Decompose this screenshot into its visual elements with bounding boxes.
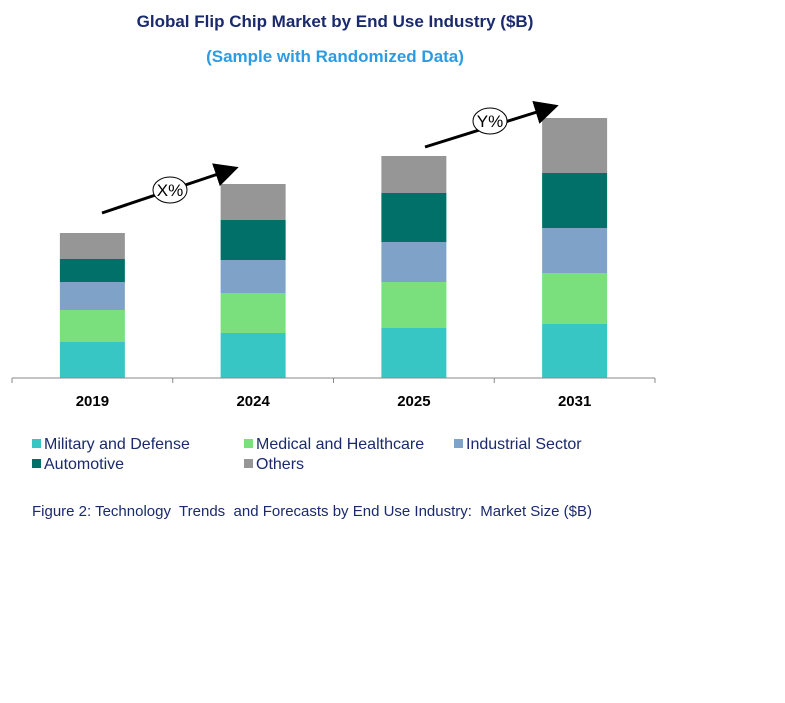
bar-segment-2031-1 [542,273,608,324]
legend-swatch [244,439,253,448]
bar-segment-2019-0 [59,342,125,378]
legend-label: Medical and Healthcare [256,436,425,453]
legend-item: Medical and Healthcare [244,436,424,454]
bar-segment-2025-4 [381,156,447,193]
legend-item: Military and Defense [32,436,190,454]
bar-segment-2025-1 [381,282,447,328]
bar-segment-2024-4 [220,184,286,220]
growth-label: X% [157,181,183,200]
bar-segment-2019-1 [59,310,125,342]
bar-segment-2031-2 [542,228,608,273]
bar-segment-2031-0 [542,324,608,378]
bar-segment-2019-3 [59,259,125,282]
growth-label: Y% [477,112,503,131]
legend-item: Industrial Sector [454,436,582,454]
legend-label: Automotive [44,456,125,473]
legend-swatch [32,439,41,448]
legend-item: Others [244,456,304,474]
legend-item: Automotive [32,456,124,474]
x-tick-label: 2031 [558,393,591,410]
legend-swatch [32,459,41,468]
growth-label-bubble [472,107,508,135]
legend-label: Industrial Sector [466,436,582,453]
figure-caption: Figure 2: Technology Trends and Forecast… [32,503,592,520]
legend-label: Others [256,456,305,473]
bar-segment-2031-4 [542,118,608,173]
bar-segment-2025-2 [381,242,447,282]
bar-segment-2019-2 [59,282,125,310]
legend-swatch [454,439,463,448]
legend-swatch [244,459,253,468]
bar-segment-2024-3 [220,220,286,260]
bar-segment-2024-1 [220,293,286,333]
growth-label-bubble [152,176,188,204]
x-tick-label: 2025 [397,393,430,410]
x-tick-label: 2019 [76,393,109,410]
stacked-bar-chart: 2019 2024 2025 2031 X% Y% [11,100,656,410]
bar-segment-2025-0 [381,328,447,378]
bar-segment-2025-3 [381,193,447,242]
chart-title: Global Flip Chip Market by End Use Indus… [136,12,534,31]
bar-segment-2024-2 [220,260,286,293]
chart-subtitle: (Sample with Randomized Data) [206,47,464,66]
bar-segment-2024-0 [220,333,286,378]
bar-segment-2031-3 [542,173,608,228]
x-tick-label: 2024 [236,393,270,410]
bar-segment-2019-4 [59,233,125,259]
legend-label: Military and Defense [44,436,190,453]
